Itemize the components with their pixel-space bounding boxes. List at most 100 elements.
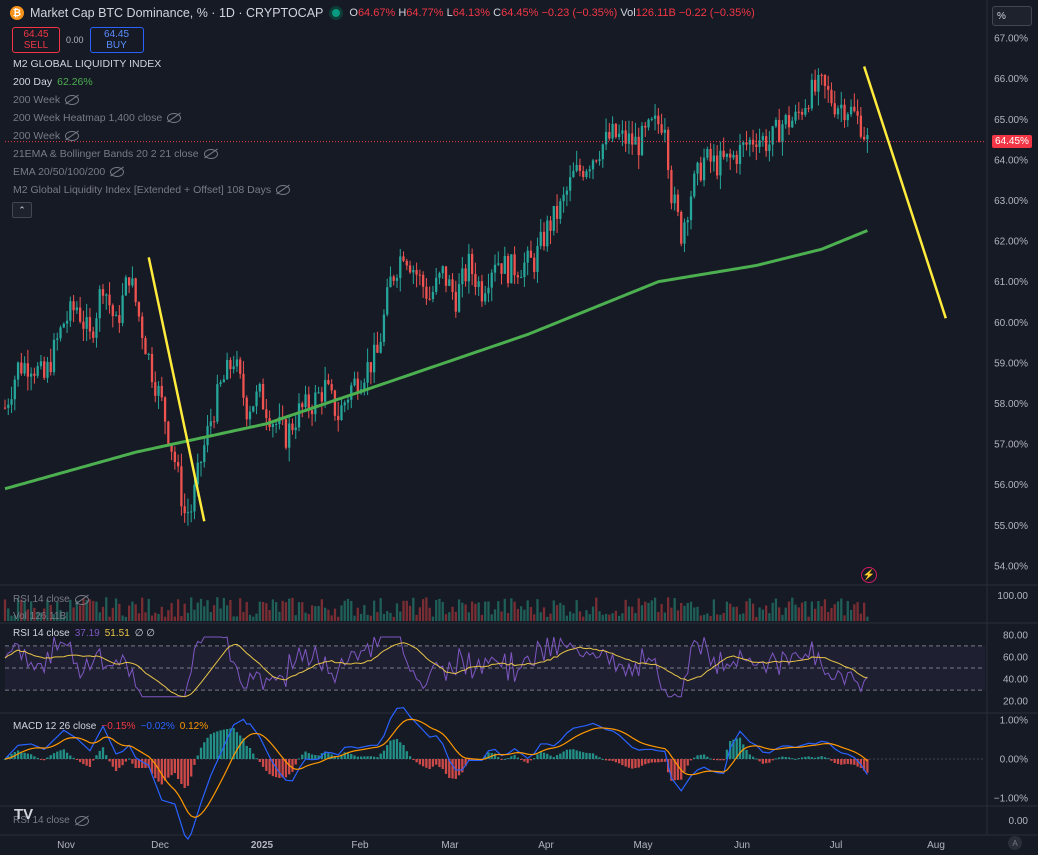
collapse-legend-button[interactable]: ⌃	[12, 202, 32, 218]
candle-body	[301, 403, 304, 408]
symbol-title[interactable]: Market Cap BTC Dominance, % · 1D · CRYPT…	[30, 6, 324, 20]
indicator-4[interactable]: 200 Week	[13, 130, 80, 142]
eye-off-icon[interactable]	[65, 131, 80, 141]
volume-bar	[572, 613, 575, 621]
macd-histogram-bar	[846, 759, 849, 764]
macd-histogram-bar	[343, 752, 346, 759]
macd-histogram-bar	[827, 758, 830, 760]
volume-bar	[78, 605, 82, 621]
macd-histogram-bar	[719, 759, 722, 761]
auto-scale-button[interactable]: A	[1008, 836, 1022, 850]
volume-bar	[7, 608, 10, 621]
eye-off-icon[interactable]	[74, 815, 89, 826]
sell-button[interactable]: 64.45 SELL	[12, 27, 60, 53]
time-axis-label: Jun	[734, 840, 750, 851]
percent-scale-button[interactable]: %	[992, 6, 1032, 26]
volume-bar	[160, 606, 163, 621]
candle-body	[33, 373, 36, 376]
candle-body	[771, 126, 774, 145]
volume-bar	[477, 602, 480, 621]
candle-body	[294, 427, 297, 431]
macd-histogram-bar	[856, 759, 859, 767]
macd-histogram-bar	[435, 759, 438, 765]
macd-histogram-bar	[611, 759, 614, 761]
macd-tick: 0.00%	[1000, 755, 1028, 766]
candle-body	[484, 293, 487, 302]
candle-body	[827, 85, 830, 90]
volume-bar	[154, 612, 157, 621]
spread-value: 0.00	[66, 35, 84, 45]
volume-bar	[33, 607, 36, 621]
volume-bar	[503, 598, 506, 621]
macd-histogram-bar	[379, 753, 382, 759]
candle-body	[853, 106, 856, 112]
price-tick: 54.00%	[994, 561, 1028, 572]
macd-histogram-bar	[180, 759, 183, 784]
candle-body	[10, 399, 13, 405]
volume-bar	[448, 612, 451, 621]
eye-off-icon[interactable]	[276, 185, 291, 195]
indicator-6[interactable]: EMA 20/50/100/200	[13, 166, 125, 178]
eye-off-icon[interactable]	[110, 167, 125, 177]
volume-bar	[242, 612, 245, 621]
macd-histogram-bar	[595, 755, 598, 759]
eye-off-icon[interactable]	[167, 113, 182, 123]
macd-histogram-bar	[278, 759, 281, 778]
volume-bar	[29, 601, 33, 621]
volume-bar	[797, 607, 800, 621]
candle-body	[506, 255, 510, 284]
candle-body	[585, 171, 588, 177]
macd-histogram-bar	[114, 759, 118, 772]
candle-body	[627, 133, 631, 144]
macd-histogram-bar	[118, 759, 121, 768]
candle-body	[408, 265, 412, 273]
macd-histogram-bar	[529, 759, 533, 761]
volume-bar	[229, 600, 232, 621]
buy-button[interactable]: 64.45 BUY	[89, 27, 144, 53]
volume-bar	[389, 612, 392, 621]
macd-histogram-bar	[585, 752, 588, 759]
macd-histogram-bar	[412, 759, 415, 760]
macd-histogram-bar	[813, 757, 817, 759]
eye-off-icon[interactable]	[65, 95, 80, 105]
macd-histogram-bar	[771, 759, 774, 761]
candle-body	[653, 115, 657, 119]
indicator-7[interactable]: M2 Global Liquidity Index [Extended + Of…	[13, 184, 291, 196]
candle-body	[180, 466, 183, 507]
candle-body	[232, 366, 235, 370]
volume-bar	[490, 614, 493, 621]
candle-body	[288, 423, 291, 448]
volume-bar	[10, 615, 13, 621]
volume-bar	[631, 606, 634, 621]
candle-body	[386, 287, 389, 315]
volume-bar	[118, 603, 121, 621]
volume-bar	[784, 607, 787, 621]
volume-bar	[121, 615, 124, 621]
eye-off-icon[interactable]	[74, 594, 89, 605]
indicator-3[interactable]: 200 Week Heatmap 1,400 close	[13, 112, 182, 124]
eye-off-icon[interactable]	[203, 149, 218, 159]
indicator-1[interactable]: 200 Day 62.26%	[13, 76, 93, 88]
candle-body	[167, 421, 170, 444]
candle-body	[448, 279, 451, 286]
macd-histogram-bar	[552, 757, 555, 759]
candle-body	[702, 157, 706, 181]
macd-histogram-bar	[497, 757, 500, 759]
macd-histogram-bar	[591, 753, 595, 759]
volume-bar	[683, 605, 686, 621]
lightning-icon[interactable]: ⚡	[861, 567, 877, 583]
candle-body	[131, 278, 134, 286]
indicator-5[interactable]: 21EMA & Bollinger Bands 20 2 21 close	[13, 148, 218, 160]
volume-bar	[598, 611, 601, 621]
volume-bar	[408, 605, 412, 621]
macd-histogram-bar	[105, 755, 108, 759]
macd-histogram-bar	[20, 751, 23, 759]
indicator-0[interactable]: M2 GLOBAL LIQUIDITY INDEX	[13, 58, 162, 70]
candle-body	[343, 402, 346, 406]
candle-body	[732, 154, 735, 158]
candle-body	[284, 419, 288, 448]
indicator-2[interactable]: 200 Week	[13, 94, 80, 106]
volume-bar	[461, 602, 464, 621]
candle-body	[258, 383, 261, 392]
